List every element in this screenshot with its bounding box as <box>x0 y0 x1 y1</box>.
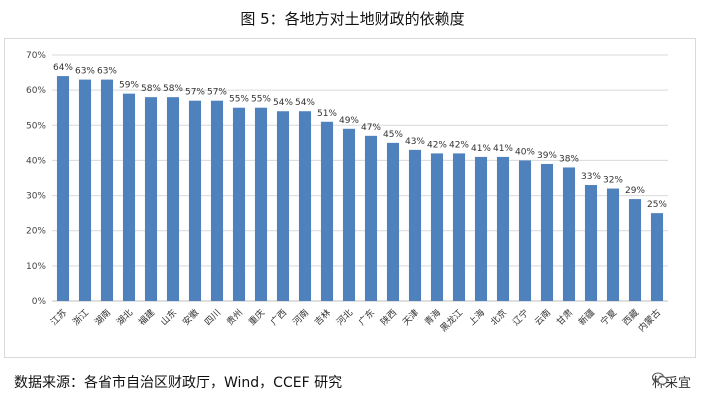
bar-value-label: 41% <box>493 144 513 154</box>
bar-value-label: 58% <box>141 84 161 94</box>
x-category-label: 天津 <box>401 307 422 328</box>
bar <box>518 160 532 301</box>
bar-value-label: 42% <box>449 140 469 150</box>
bar <box>386 142 400 301</box>
bar-value-label: 55% <box>229 95 249 105</box>
x-category-label: 北京 <box>488 307 509 328</box>
bar-value-label: 33% <box>581 172 601 182</box>
bar <box>650 213 664 301</box>
bar-value-label: 64% <box>53 63 73 73</box>
x-category-label: 湖南 <box>92 307 113 328</box>
x-category-label: 河北 <box>334 307 355 328</box>
bar-value-label: 59% <box>119 81 139 91</box>
x-category-label: 云南 <box>532 307 553 328</box>
bar-value-label: 39% <box>537 151 557 161</box>
x-category-label: 青海 <box>422 307 443 328</box>
bar <box>540 163 554 301</box>
x-category-label: 湖北 <box>115 307 136 328</box>
bar <box>606 188 620 301</box>
x-category-label: 四川 <box>203 308 223 328</box>
chart-title: 图 5：各地方对土地财政的依赖度 <box>240 10 465 28</box>
y-tick-label: 50% <box>26 121 46 131</box>
bar <box>144 97 158 302</box>
x-category-label: 西藏 <box>620 307 641 328</box>
bar <box>474 156 488 301</box>
bar <box>188 100 202 301</box>
bar-value-label: 54% <box>273 98 293 108</box>
x-category-label: 新疆 <box>576 307 597 328</box>
bar-value-label: 32% <box>603 176 623 186</box>
bar-value-label: 57% <box>185 88 205 98</box>
bar <box>562 167 576 301</box>
bar <box>584 185 598 301</box>
bar <box>100 79 114 301</box>
bar-value-label: 57% <box>207 88 227 98</box>
x-category-label: 辽宁 <box>510 307 531 328</box>
x-category-label: 浙江 <box>70 307 91 328</box>
x-category-label: 吉林 <box>312 307 333 328</box>
bar <box>496 156 510 301</box>
bar-value-label: 58% <box>163 84 183 94</box>
bar-value-label: 41% <box>471 144 491 154</box>
x-category-label: 广西 <box>268 307 289 328</box>
wechat-icon <box>651 372 668 385</box>
bar <box>122 93 136 302</box>
y-tick-label: 30% <box>26 192 46 202</box>
bar-value-label: 54% <box>295 98 315 108</box>
watermark: 林采宜 <box>651 372 691 391</box>
bar <box>452 153 466 301</box>
y-tick-label: 40% <box>26 156 46 166</box>
bar-value-label: 47% <box>361 123 381 133</box>
bar-value-label: 63% <box>97 67 117 77</box>
x-category-label: 福建 <box>136 307 157 328</box>
bar <box>276 111 290 301</box>
bar <box>628 199 642 301</box>
x-category-label: 上海 <box>466 307 487 328</box>
bar-value-label: 45% <box>383 130 403 140</box>
x-category-label: 黑龙江 <box>438 307 466 335</box>
x-category-label: 甘肃 <box>554 307 575 328</box>
x-category-label: 广东 <box>356 307 377 328</box>
bar-value-label: 43% <box>405 137 425 147</box>
y-tick-label: 60% <box>26 86 46 96</box>
x-category-label: 安徽 <box>180 307 201 328</box>
bar <box>254 107 268 301</box>
y-tick-label: 20% <box>26 227 46 237</box>
bar <box>298 111 312 301</box>
bar <box>78 79 92 301</box>
x-category-label: 山东 <box>158 307 179 328</box>
bar <box>166 97 180 302</box>
x-category-label: 内蒙古 <box>636 307 664 335</box>
bar-value-label: 40% <box>515 147 535 157</box>
x-category-label: 宁夏 <box>598 307 619 328</box>
y-tick-label: 0% <box>32 297 47 307</box>
bar-value-label: 49% <box>339 116 359 126</box>
bar-value-label: 42% <box>427 140 447 150</box>
bar-value-label: 63% <box>75 67 95 77</box>
x-category-label: 贵州 <box>224 307 245 328</box>
bar-value-label: 51% <box>317 109 337 119</box>
x-category-label: 重庆 <box>246 307 267 328</box>
bar-value-label: 55% <box>251 95 271 105</box>
bar-value-label: 38% <box>559 154 579 164</box>
bar <box>320 121 334 302</box>
x-category-label: 河南 <box>290 307 311 328</box>
x-category-label: 陕西 <box>378 307 399 328</box>
bar <box>232 107 246 301</box>
y-tick-label: 10% <box>26 262 46 272</box>
bar-value-label: 25% <box>647 200 667 210</box>
bar <box>430 153 444 301</box>
bar <box>408 149 422 301</box>
bar <box>364 135 378 301</box>
y-tick-label: 70% <box>26 51 46 61</box>
bar <box>210 100 224 301</box>
bar <box>56 76 70 301</box>
chart-frame <box>4 38 696 358</box>
bar-value-label: 29% <box>625 186 645 196</box>
bar <box>342 128 356 301</box>
source-note: 数据来源：各省市自治区财政厅，Wind，CCEF 研究 <box>14 375 343 391</box>
x-category-label: 江苏 <box>48 307 69 328</box>
